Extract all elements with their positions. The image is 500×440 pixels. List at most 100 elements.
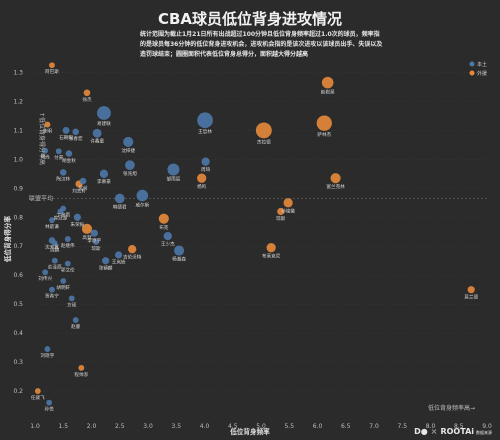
point-domestic bbox=[102, 257, 110, 265]
y-tick-label: 0.4 bbox=[13, 330, 23, 337]
point-label: 孙悦 bbox=[45, 406, 55, 413]
point-foreign bbox=[255, 122, 272, 139]
point-domestic bbox=[201, 157, 210, 166]
x-axis-label: 低位背身频率 bbox=[229, 427, 270, 436]
point-label: 布克 bbox=[159, 224, 169, 231]
y-tick-label: 0.7 bbox=[13, 243, 23, 250]
point-domestic bbox=[123, 136, 134, 148]
point-domestic bbox=[97, 106, 111, 120]
point-domestic bbox=[64, 236, 71, 242]
x-tick-label: 7.5 bbox=[397, 423, 407, 430]
point-foreign bbox=[277, 207, 285, 216]
point-label: 高登 bbox=[82, 234, 92, 241]
chart-title: CBA球员低位背身进攻情况 bbox=[157, 10, 343, 28]
point-label: 琼斯 bbox=[91, 245, 101, 252]
point-label: 沈梓捷 bbox=[121, 147, 135, 154]
point-domestic bbox=[99, 169, 109, 178]
point-label: 张镇麟 bbox=[99, 264, 113, 271]
point-label: 王哲林 bbox=[198, 128, 212, 135]
point-domestic bbox=[59, 169, 67, 176]
point-domestic bbox=[136, 189, 149, 202]
point-domestic bbox=[51, 257, 58, 264]
point-foreign bbox=[83, 89, 91, 97]
average-label: 联盟平均 bbox=[29, 194, 53, 202]
point-foreign bbox=[330, 173, 341, 184]
point-label: 任骏飞 bbox=[31, 394, 45, 401]
point-label: 胡金秋 bbox=[62, 157, 76, 164]
x-tick-label: 5.0 bbox=[256, 423, 266, 430]
point-domestic bbox=[60, 278, 67, 284]
x-tick-label: 8.0 bbox=[426, 423, 436, 430]
point-label: 贺希宁 bbox=[45, 293, 59, 300]
point-label: 吉伦沃特 bbox=[123, 253, 142, 260]
point-label: 王岚嵚 bbox=[112, 259, 126, 266]
point-label: 威尔斯 bbox=[135, 201, 149, 208]
point-label: 付豪 bbox=[54, 154, 64, 161]
point-foreign bbox=[321, 76, 334, 89]
point-domestic bbox=[93, 238, 99, 245]
point-label: 郭艾伦 bbox=[61, 267, 75, 274]
point-domestic bbox=[60, 205, 67, 212]
point-domestic bbox=[68, 295, 75, 302]
point-domestic bbox=[79, 177, 87, 185]
legend-label: 外援 bbox=[477, 70, 487, 77]
point-domestic bbox=[51, 240, 58, 247]
point-domestic bbox=[55, 148, 62, 155]
x-tick-label: 6.0 bbox=[313, 423, 323, 430]
y-tick-label: 1.0 bbox=[13, 156, 23, 163]
point-domestic bbox=[92, 128, 102, 138]
point-foreign bbox=[78, 364, 85, 371]
point-domestic bbox=[174, 245, 185, 256]
y-axis-label: 低位背身得分率 bbox=[3, 216, 12, 264]
point-domestic bbox=[72, 128, 79, 136]
point-label: 许鑫童 bbox=[90, 138, 104, 145]
x-tick-label: 6.5 bbox=[341, 423, 351, 430]
x-tick-label: 4.5 bbox=[228, 423, 238, 430]
point-domestic bbox=[167, 163, 180, 176]
legend-marker-domestic bbox=[469, 61, 475, 67]
point-label: 朱明 bbox=[43, 128, 53, 135]
point-label: 布莱克尼 bbox=[262, 252, 281, 259]
point-label: 程帅澎 bbox=[74, 371, 88, 378]
point-domestic bbox=[197, 112, 213, 129]
point-domestic bbox=[49, 286, 55, 293]
point-domestic bbox=[49, 217, 55, 224]
point-label: 曾冠源 bbox=[54, 214, 68, 221]
brand-sub: 数据来源 bbox=[476, 430, 492, 435]
point-label: 刘晓宇 bbox=[41, 352, 55, 359]
point-label: 朱荣振 bbox=[70, 221, 84, 228]
y-tick-label: 0.6 bbox=[13, 272, 23, 279]
point-label: 周鹏 bbox=[50, 246, 60, 253]
point-label: 徐杰 bbox=[82, 96, 92, 103]
y-axis-annotation: ↑低位背身得分率高 bbox=[38, 112, 46, 165]
point-label: 王少杰 bbox=[161, 240, 175, 247]
point-foreign bbox=[197, 173, 207, 183]
point-foreign bbox=[128, 244, 137, 254]
point-foreign bbox=[283, 198, 293, 208]
y-tick-label: 1.1 bbox=[13, 127, 23, 134]
y-tick-label: 0.2 bbox=[13, 388, 23, 395]
point-label: 阿巴斯 bbox=[45, 68, 59, 75]
point-label: 韩德君 bbox=[113, 203, 127, 210]
x-tick-label: 3.0 bbox=[143, 423, 153, 430]
legend-marker-foreign bbox=[469, 70, 475, 76]
point-label: 石朝阳 bbox=[59, 134, 73, 141]
x-tick-label: 2.0 bbox=[87, 423, 97, 430]
x-tick-label: 1.5 bbox=[58, 423, 68, 430]
y-tick-label: 0.3 bbox=[13, 359, 23, 366]
point-domestic bbox=[42, 269, 49, 276]
x-tick-label: 9.0 bbox=[482, 423, 492, 430]
point-domestic bbox=[114, 193, 125, 204]
point-label: 林庭谦 bbox=[45, 223, 59, 230]
point-label: 邹雨宸 bbox=[167, 175, 181, 182]
point-label: 莫兰德 bbox=[464, 293, 478, 300]
point-label: 张兆旭 bbox=[123, 170, 137, 177]
grid-lines bbox=[35, 72, 487, 392]
point-domestic bbox=[72, 317, 79, 324]
legend-label: 本土 bbox=[477, 61, 487, 68]
y-axis-ticks: 0.2 0.3 0.4 0.5 0.6 0.7 0.8 0.9 1.0 1.1 1.2 1.3 bbox=[13, 69, 23, 395]
point-label: 李慕豪 bbox=[97, 178, 111, 185]
point-label: 俞泽辰 bbox=[48, 264, 62, 271]
